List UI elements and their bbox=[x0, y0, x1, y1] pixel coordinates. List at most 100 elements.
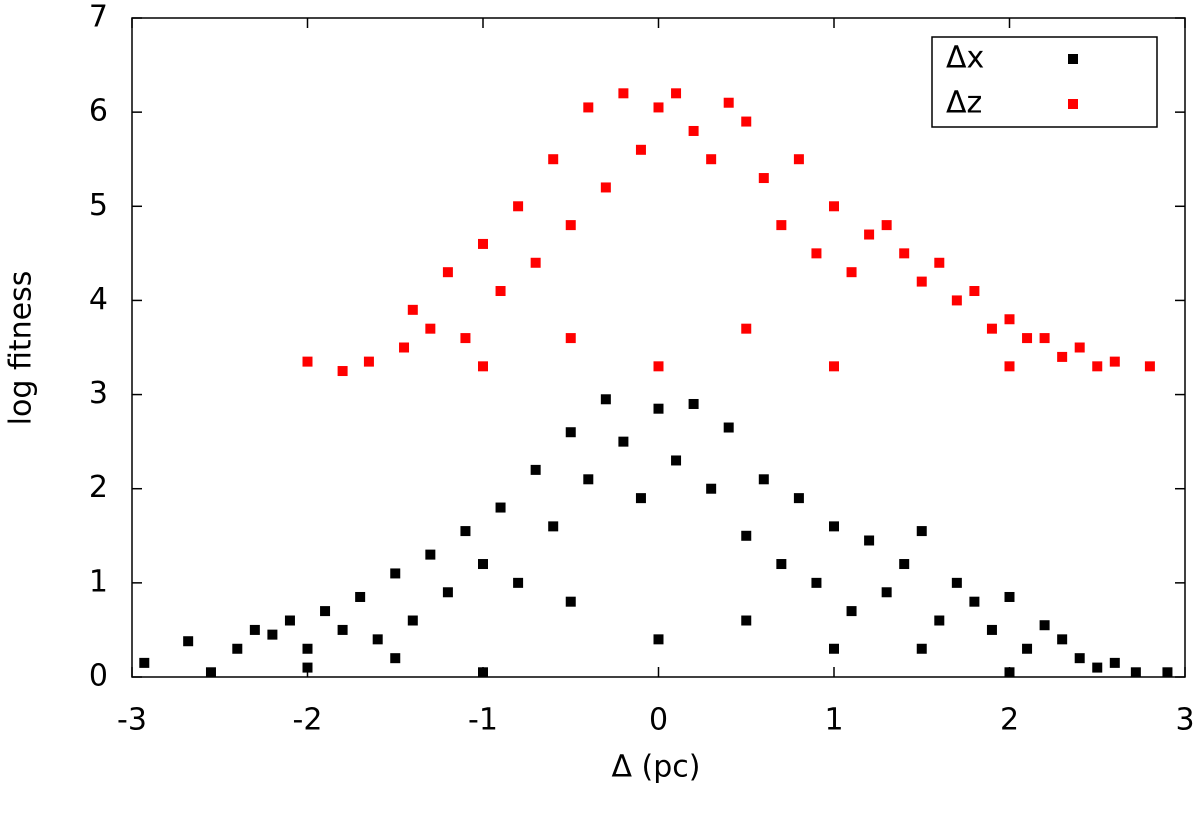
point bbox=[829, 521, 839, 532]
x-tick-label: 2 bbox=[1000, 703, 1019, 738]
point bbox=[741, 116, 752, 127]
point bbox=[951, 577, 962, 588]
point bbox=[653, 102, 664, 113]
point bbox=[355, 591, 366, 602]
y-tick-label: 4 bbox=[89, 282, 108, 317]
point bbox=[1039, 333, 1050, 344]
x-tick-label: -2 bbox=[293, 703, 323, 738]
point bbox=[776, 559, 787, 570]
x-tick-label: 0 bbox=[649, 703, 668, 738]
point bbox=[1074, 342, 1085, 353]
point bbox=[302, 662, 313, 673]
point bbox=[139, 657, 150, 668]
x-tick-label: 1 bbox=[824, 703, 843, 738]
point bbox=[583, 474, 594, 485]
point bbox=[846, 606, 857, 617]
point bbox=[916, 276, 927, 287]
point bbox=[183, 636, 194, 647]
point bbox=[548, 521, 559, 532]
point bbox=[706, 483, 717, 494]
point bbox=[864, 229, 875, 240]
point bbox=[934, 615, 945, 626]
point bbox=[478, 238, 488, 249]
point bbox=[916, 643, 927, 654]
point bbox=[565, 333, 576, 344]
point bbox=[758, 474, 769, 485]
point bbox=[1092, 361, 1103, 372]
point bbox=[530, 464, 541, 475]
y-tick-label: 0 bbox=[89, 659, 108, 694]
point bbox=[881, 587, 892, 598]
legend-marker bbox=[1068, 54, 1078, 64]
point bbox=[600, 182, 611, 193]
legend-box bbox=[931, 36, 1158, 128]
point bbox=[478, 667, 488, 678]
point bbox=[688, 398, 699, 409]
point bbox=[399, 342, 410, 353]
x-axis-label: Δ (pc) bbox=[611, 750, 700, 785]
point bbox=[741, 323, 752, 334]
y-tick-label: 7 bbox=[89, 0, 108, 35]
point bbox=[1057, 634, 1068, 645]
point bbox=[793, 493, 804, 504]
point bbox=[390, 568, 401, 579]
point bbox=[793, 154, 804, 165]
point bbox=[442, 587, 453, 598]
point bbox=[899, 248, 910, 259]
point bbox=[864, 535, 875, 546]
point bbox=[513, 201, 524, 212]
point bbox=[723, 97, 734, 108]
point bbox=[653, 403, 664, 414]
point bbox=[1022, 643, 1033, 654]
point bbox=[320, 606, 331, 617]
legend-label: Δz bbox=[946, 86, 982, 121]
point bbox=[583, 102, 594, 113]
point bbox=[337, 366, 348, 377]
point bbox=[618, 436, 629, 447]
point bbox=[1004, 314, 1015, 325]
point bbox=[811, 248, 822, 259]
point bbox=[565, 220, 576, 231]
point bbox=[425, 323, 436, 334]
legend-marker bbox=[1068, 99, 1078, 109]
point bbox=[1022, 333, 1033, 344]
point bbox=[986, 624, 997, 635]
point bbox=[1130, 667, 1141, 678]
point bbox=[671, 455, 682, 466]
point bbox=[372, 634, 383, 645]
point bbox=[635, 493, 646, 504]
x-tick-label: 3 bbox=[1175, 703, 1194, 738]
point bbox=[618, 88, 629, 99]
point bbox=[934, 257, 945, 268]
point bbox=[986, 323, 997, 334]
x-tick-label: -1 bbox=[468, 703, 498, 738]
point bbox=[1004, 667, 1015, 678]
point bbox=[741, 615, 752, 626]
point bbox=[284, 615, 295, 626]
y-axis-label: log fitness bbox=[4, 271, 39, 426]
y-tick-label: 6 bbox=[89, 94, 108, 129]
y-tick-label: 1 bbox=[89, 564, 108, 599]
point bbox=[1004, 361, 1015, 372]
point bbox=[899, 559, 910, 570]
point bbox=[723, 422, 734, 433]
point bbox=[969, 596, 980, 607]
y-tick-label: 3 bbox=[89, 376, 108, 411]
point bbox=[565, 427, 576, 438]
point bbox=[600, 394, 611, 405]
point bbox=[916, 526, 927, 537]
point bbox=[881, 220, 892, 231]
point bbox=[829, 361, 839, 372]
point bbox=[1092, 662, 1103, 673]
point bbox=[1039, 620, 1050, 631]
y-tick-label: 5 bbox=[89, 188, 108, 223]
point bbox=[390, 653, 401, 664]
point bbox=[363, 356, 374, 367]
point bbox=[407, 615, 418, 626]
point bbox=[829, 201, 839, 212]
point bbox=[478, 361, 488, 372]
point bbox=[829, 643, 839, 654]
point bbox=[337, 624, 348, 635]
point bbox=[302, 356, 313, 367]
